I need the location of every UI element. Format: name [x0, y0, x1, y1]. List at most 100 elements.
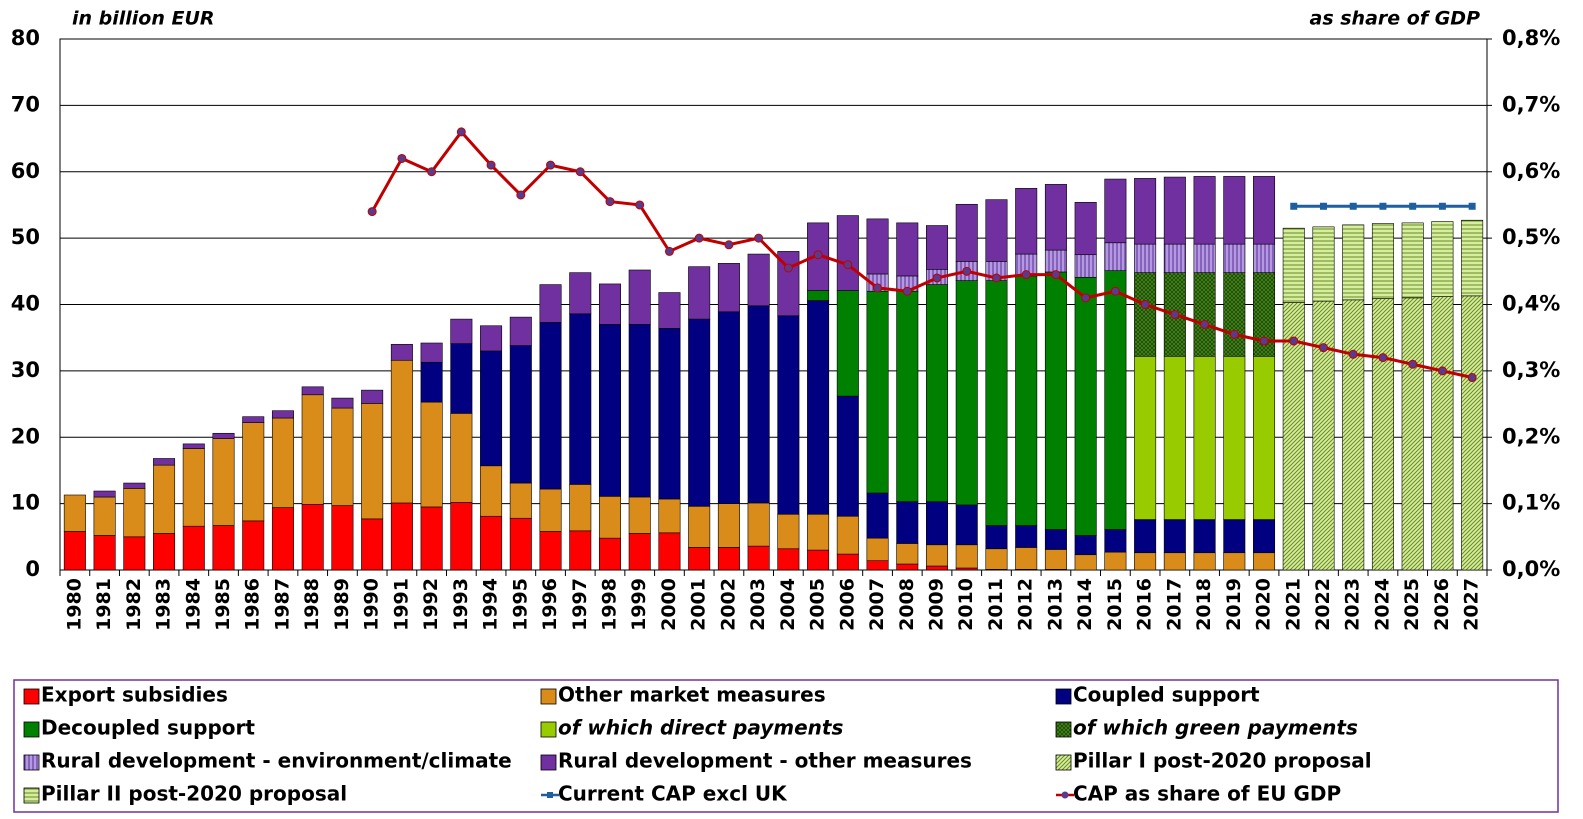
- marker: [1290, 202, 1298, 210]
- bar-segment: [1044, 549, 1067, 570]
- bar-segment: [212, 438, 235, 526]
- bar-segment: [509, 517, 532, 571]
- marker: [1081, 293, 1091, 303]
- bar-segment: [1223, 272, 1246, 357]
- bar-segment: [1163, 519, 1186, 554]
- y-tick-label: 60: [11, 159, 40, 183]
- bar-segment: [182, 443, 205, 449]
- bar-segment: [955, 280, 978, 506]
- bar-segment: [450, 413, 473, 503]
- bar-segment: [955, 203, 978, 262]
- bar-segment: [123, 482, 146, 489]
- bar-segment: [1074, 254, 1097, 278]
- legend-marker: [1061, 791, 1069, 799]
- x-tick-label: 1992: [420, 578, 442, 631]
- bar-segment: [777, 548, 800, 571]
- bar-segment: [1193, 176, 1216, 245]
- bar-segment: [509, 345, 532, 484]
- marker: [516, 190, 526, 200]
- bar-segment: [1044, 271, 1067, 530]
- marker: [605, 197, 615, 207]
- legend-swatch: [23, 754, 40, 771]
- bar-segment: [480, 325, 503, 352]
- legend-label: Other market measures: [558, 683, 826, 707]
- x-tick-label: 2007: [866, 578, 888, 631]
- marker: [1408, 359, 1418, 369]
- legend-swatch: [23, 787, 40, 804]
- bar-segment: [271, 417, 294, 508]
- marker: [1200, 319, 1210, 329]
- marker: [754, 233, 764, 243]
- x-tick-label: 1988: [301, 578, 323, 631]
- bar-segment: [1431, 221, 1454, 297]
- x-tick-label: 1982: [123, 578, 145, 631]
- bar-segment: [1044, 249, 1067, 273]
- bar-segment: [1104, 551, 1127, 571]
- bar-segment: [182, 525, 205, 571]
- bar-segment: [985, 525, 1008, 550]
- bar-segment: [212, 525, 235, 571]
- bar-segment: [1074, 201, 1097, 256]
- x-tick-label: 1984: [182, 578, 204, 631]
- bar-segment: [628, 269, 651, 325]
- bar-segment: [1044, 529, 1067, 550]
- bar-segment: [242, 422, 265, 522]
- bar-segment: [420, 401, 443, 508]
- y2-tick-label: 0,6%: [1502, 159, 1560, 183]
- bar-segment: [1104, 242, 1127, 271]
- x-tick-label: 2011: [985, 578, 1007, 631]
- bar-segment: [628, 324, 651, 498]
- bar-segment: [598, 496, 621, 539]
- x-tick-label: 2019: [1223, 578, 1245, 631]
- bar-segment: [866, 537, 889, 562]
- marker: [1437, 366, 1447, 376]
- bar-segment: [1253, 355, 1276, 520]
- bar-segment: [658, 498, 681, 534]
- x-tick-label: 1985: [212, 578, 234, 631]
- bar-segment: [1134, 519, 1157, 554]
- marker: [1051, 270, 1061, 280]
- x-tick-label: 2002: [717, 578, 739, 631]
- y2-tick-label: 0,4%: [1502, 292, 1560, 316]
- bar-segment: [658, 328, 681, 500]
- bar-segment: [301, 503, 324, 571]
- x-tick-label: 2016: [1134, 578, 1156, 631]
- legend-swatch: [540, 688, 557, 705]
- bar-segment: [896, 563, 919, 571]
- marker: [486, 160, 496, 170]
- bar-segment: [1371, 223, 1394, 299]
- x-tick-label: 2003: [747, 578, 769, 631]
- bar-segment: [1193, 355, 1216, 520]
- marker: [694, 233, 704, 243]
- legend-swatch: [1055, 688, 1072, 705]
- marker: [1378, 353, 1388, 363]
- marker: [843, 260, 853, 270]
- legend-marker: [547, 792, 553, 798]
- bar-segment: [1074, 535, 1097, 556]
- bar-segment: [1015, 275, 1038, 526]
- legend-box: [13, 679, 1559, 813]
- x-tick-label: 1999: [628, 578, 650, 631]
- bar-segment: [390, 359, 413, 504]
- legend-label: of which green payments: [1073, 716, 1358, 740]
- bar-segment: [1342, 224, 1365, 301]
- bar-segment: [955, 544, 978, 569]
- marker: [1409, 202, 1417, 210]
- bar-segment: [1282, 227, 1305, 303]
- marker: [1438, 202, 1446, 210]
- legend-label: Pillar I post-2020 proposal: [1073, 749, 1372, 773]
- bar-segment: [717, 263, 740, 313]
- marker: [1468, 202, 1476, 210]
- marker: [397, 153, 407, 163]
- legend-label: Pillar II post-2020 proposal: [41, 782, 347, 806]
- x-tick-label: 1987: [271, 578, 293, 631]
- y-tick-label: 10: [11, 491, 40, 515]
- bar-segment: [153, 533, 176, 571]
- y-tick-label: 20: [11, 424, 40, 448]
- legend-label: Rural development - environment/climate: [41, 749, 512, 773]
- bar-segment: [1193, 272, 1216, 357]
- bar-segment: [1312, 300, 1335, 571]
- x-tick-label: 2024: [1371, 578, 1393, 631]
- bar-segment: [450, 501, 473, 571]
- legend-swatch: [540, 721, 557, 738]
